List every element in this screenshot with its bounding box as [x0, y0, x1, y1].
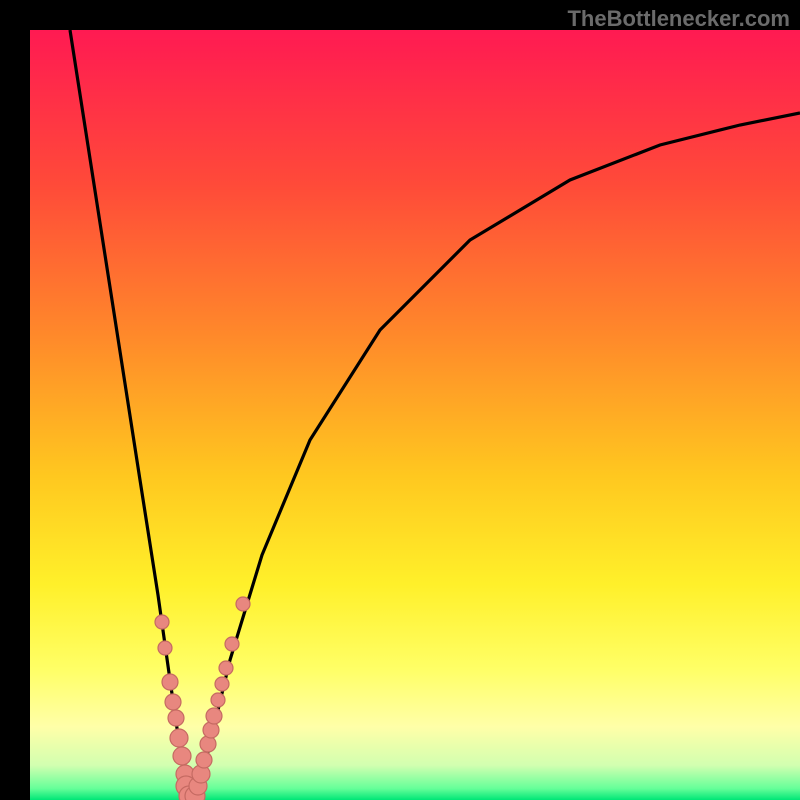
- marker-dot: [173, 747, 191, 765]
- marker-dot: [158, 641, 172, 655]
- marker-dot: [165, 694, 181, 710]
- stage: TheBottlenecker.com: [0, 0, 800, 800]
- marker-dot: [215, 677, 229, 691]
- marker-dot: [200, 736, 216, 752]
- marker-dot: [225, 637, 239, 651]
- marker-dot: [162, 674, 178, 690]
- marker-dot: [155, 615, 169, 629]
- marker-dot: [196, 752, 212, 768]
- marker-dot: [168, 710, 184, 726]
- marker-dot: [170, 729, 188, 747]
- marker-dot: [211, 693, 225, 707]
- marker-dot: [203, 722, 219, 738]
- marker-dot: [219, 661, 233, 675]
- marker-dot: [206, 708, 222, 724]
- gradient-background: [30, 30, 800, 800]
- watermark-text: TheBottlenecker.com: [567, 6, 790, 32]
- marker-dot: [236, 597, 250, 611]
- chart-svg: [0, 0, 800, 800]
